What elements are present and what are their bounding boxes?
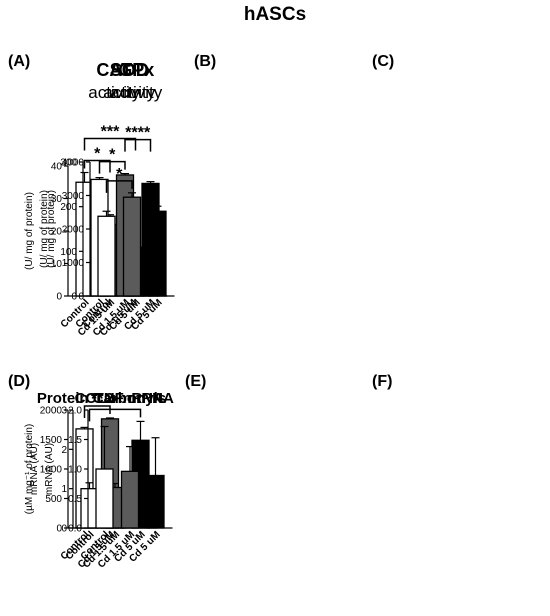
y-tick-label: 1.0: [68, 465, 82, 476]
y-tick-label: 3: [61, 406, 67, 417]
chart-title: CCL2 mRNA: [75, 390, 164, 407]
significance-label: ***: [101, 124, 120, 141]
y-tick-label: 300: [60, 158, 77, 169]
panel-label: (B): [194, 53, 216, 70]
y-tick-label: 1000: [40, 465, 63, 476]
y-tick-label: 3000: [62, 191, 85, 202]
chart-title: GPx: [118, 60, 154, 80]
y-tick-label: 0: [78, 292, 84, 303]
y-tick-label: 0: [71, 292, 77, 303]
y-tick-label: 1.5: [68, 435, 82, 446]
y-tick-label: 0: [61, 524, 67, 535]
bar: [148, 210, 167, 297]
y-tick-label: 0: [56, 524, 62, 535]
bar: [122, 196, 142, 297]
chart-subtitle: activity: [88, 83, 140, 102]
y-tick-label: 2.0: [68, 406, 82, 417]
y-tick-label: 40: [51, 162, 63, 173]
significance-bracket: [105, 180, 133, 193]
y-axis-label: mRNA (AU): [44, 443, 55, 495]
significance-label: *: [109, 147, 116, 164]
chart-title: CAT: [96, 60, 132, 80]
chart-title: SOD: [110, 60, 149, 80]
panel-label: (E): [185, 373, 206, 390]
y-tick-label: 10: [51, 259, 63, 270]
y-axis-label: (U/ mg of protein): [24, 192, 35, 270]
significance-label: **: [91, 391, 104, 408]
y-tick-label: 1: [61, 484, 67, 495]
significance-bracket: [83, 137, 137, 151]
y-tick-label: 2000: [62, 225, 85, 236]
y-axis-label: (µM mg⁻¹ of protein): [24, 424, 35, 515]
y-tick-label: 500: [45, 494, 62, 505]
y-tick-label: 200: [60, 202, 77, 213]
significance-bracket: [124, 138, 152, 152]
bar: [97, 215, 116, 297]
chart-subtitle: activity: [110, 83, 162, 102]
y-tick-label: 2000: [40, 406, 63, 417]
y-axis-label: (U/ mg of protein): [39, 190, 50, 268]
y-tick-label: 4000: [62, 158, 85, 169]
significance-bracket: [83, 159, 111, 173]
significance-bracket: [88, 408, 142, 422]
bar: [95, 468, 114, 529]
y-axis-label: mRNA (AU): [29, 443, 40, 495]
bar: [146, 474, 165, 529]
chart-subtitle: activity: [103, 83, 155, 102]
y-tick-label: 100: [60, 247, 77, 258]
y-tick-label: 0: [56, 292, 62, 303]
y-tick-label: 20: [51, 227, 63, 238]
significance-label: *: [116, 166, 123, 183]
significance-bracket: [98, 160, 126, 174]
panel-label: (D): [8, 373, 30, 390]
panel-label: (F): [372, 373, 392, 390]
y-tick-label: 0.0: [68, 524, 82, 535]
y-tick-label: 2: [61, 445, 67, 456]
significance-label: *: [94, 146, 101, 163]
significance-label: ****: [125, 125, 151, 142]
significance-label: *: [112, 394, 119, 411]
y-axis-label: (U/ mg of protein): [46, 190, 57, 268]
chart-title: TNF mRNA: [95, 390, 174, 407]
chart-title: Protein Carbonyls: [37, 390, 166, 407]
bar: [120, 470, 140, 529]
panel-label: (C): [372, 53, 394, 70]
y-tick-label: 1500: [40, 435, 63, 446]
y-tick-label: 1000: [62, 258, 85, 269]
panel-label: (A): [8, 53, 30, 70]
y-tick-label: 0.5: [68, 494, 82, 505]
y-tick-label: 30: [51, 194, 63, 205]
figure-title: hASCs: [243, 4, 307, 25]
